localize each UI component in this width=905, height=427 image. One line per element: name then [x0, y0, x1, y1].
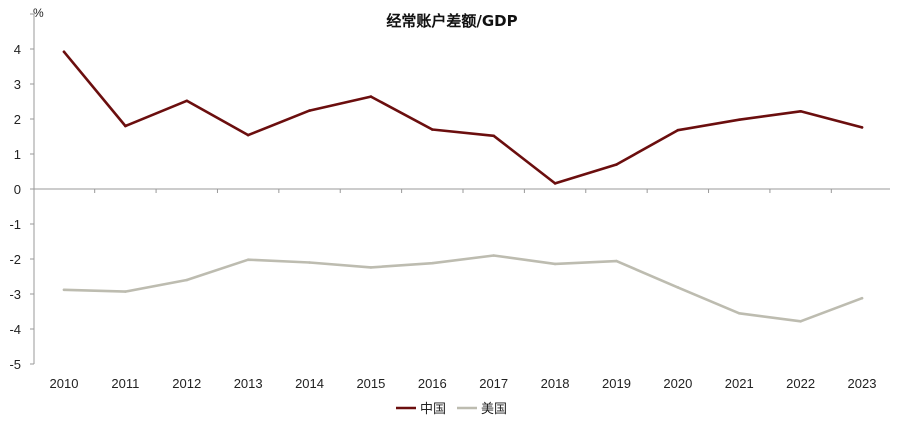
y-tick-label: 2: [14, 112, 21, 127]
data-point: [369, 266, 373, 269]
x-tick-label: 2012: [172, 376, 201, 391]
x-tick-label: 2011: [111, 376, 139, 391]
data-point: [737, 311, 741, 315]
legend-label: 中国: [420, 402, 446, 417]
y-tick-label: 4: [14, 42, 21, 57]
data-point: [246, 133, 250, 137]
data-point: [615, 163, 618, 166]
legend-item: 美国: [457, 402, 507, 417]
x-tick-label: 2016: [418, 376, 447, 391]
data-point: [553, 262, 557, 266]
data-point: [308, 109, 311, 112]
legend: 中国 美国: [396, 402, 507, 417]
series-layer: [62, 50, 864, 323]
data-point: [799, 110, 802, 113]
data-point: [676, 128, 680, 132]
data-point: [185, 99, 189, 103]
data-point: [308, 261, 311, 264]
legend-label: 美国: [481, 402, 507, 417]
y-axis-unit-label: %: [33, 6, 44, 20]
series-line-1: [62, 254, 864, 323]
y-tick-label: -5: [9, 357, 21, 372]
x-tick-label: 2010: [50, 376, 79, 391]
y-tick-label: 0: [14, 182, 21, 197]
y-tick-label: -4: [9, 322, 21, 337]
x-tick-label: 2023: [848, 376, 877, 391]
x-tick-label: 2014: [295, 376, 324, 391]
chart-title: 经常账户差额/GDP: [386, 12, 517, 30]
data-point: [62, 50, 66, 54]
x-tick-label: 2022: [786, 376, 815, 391]
y-tick-label: -3: [9, 287, 21, 302]
x-tick-label: 2019: [602, 376, 631, 391]
data-point: [615, 259, 618, 263]
x-tick-label: 2013: [234, 376, 263, 391]
data-point: [246, 258, 250, 262]
legend-item: 中国: [396, 402, 446, 417]
y-tick-label: 1: [14, 147, 21, 162]
data-point: [799, 320, 802, 323]
series-line-0: [62, 50, 864, 185]
data-point: [185, 278, 189, 282]
data-point: [737, 118, 741, 121]
x-tick-label: 2017: [479, 376, 508, 391]
y-tick-label: 3: [14, 77, 21, 92]
axes: 4 3 2 1 0 -1 -2 -3 -4 -5 2010 2011 2012 2013 2014 2015 2…: [9, 13, 890, 391]
data-point: [369, 95, 373, 98]
data-point: [62, 288, 66, 292]
data-point: [124, 290, 127, 293]
y-tick-label: -2: [9, 252, 21, 267]
data-point: [860, 126, 864, 129]
data-point: [431, 261, 434, 265]
data-point: [860, 296, 864, 300]
data-point: [492, 134, 495, 138]
data-point: [492, 254, 495, 257]
x-tick-label: 2020: [663, 376, 692, 391]
x-tick-label: 2021: [725, 376, 754, 391]
y-tick-label: -1: [9, 217, 21, 232]
data-point: [553, 182, 557, 185]
data-point: [431, 128, 434, 131]
data-point: [676, 286, 680, 289]
x-tick-label: 2018: [541, 376, 570, 391]
x-tick-label: 2015: [356, 376, 385, 391]
data-point: [124, 124, 127, 128]
